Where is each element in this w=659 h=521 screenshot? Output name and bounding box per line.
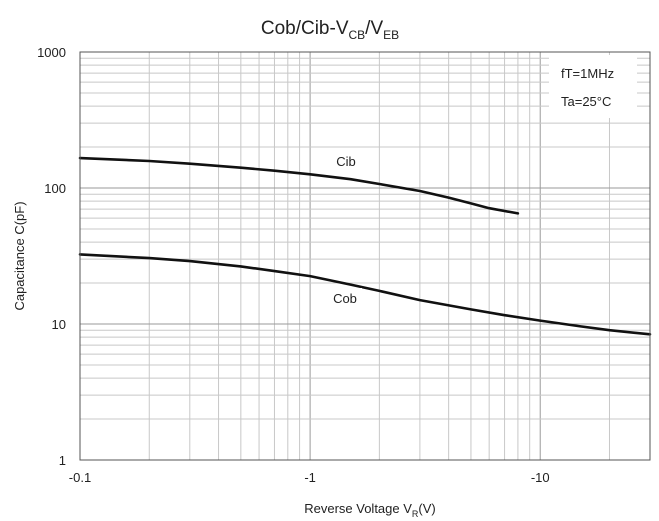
y-axis-label: Capacitance C(pF)	[12, 201, 27, 310]
cib-label-bg	[331, 151, 361, 171]
cob-label-bg	[328, 288, 362, 308]
plot-frame	[79, 51, 651, 461]
x-tick-label: -0.1	[69, 470, 91, 485]
cib-curve-label: Cib	[336, 154, 356, 169]
y-tick-label: 100	[44, 181, 66, 196]
conditions-box	[549, 55, 637, 118]
chart-title: Cob/Cib-VCB/VEB	[261, 18, 399, 42]
curves	[78, 156, 652, 336]
series-line-cib	[78, 156, 520, 215]
y-tick-label: 10	[52, 317, 66, 332]
y-tick-label: 1	[59, 453, 66, 468]
condition-temperature: Ta=25°C	[561, 94, 611, 109]
x-tick-label: -10	[531, 470, 550, 485]
tick-labels: -0.1 -1 -10 1 10 100 1000	[37, 45, 550, 485]
series-line-cob	[78, 253, 652, 336]
x-tick-label: -1	[304, 470, 316, 485]
x-axis-label: Reverse Voltage VR(V)	[304, 501, 436, 519]
cob-curve-label: Cob	[333, 291, 357, 306]
condition-frequency: fT=1MHz	[561, 66, 614, 81]
y-tick-label: 1000	[37, 45, 66, 60]
